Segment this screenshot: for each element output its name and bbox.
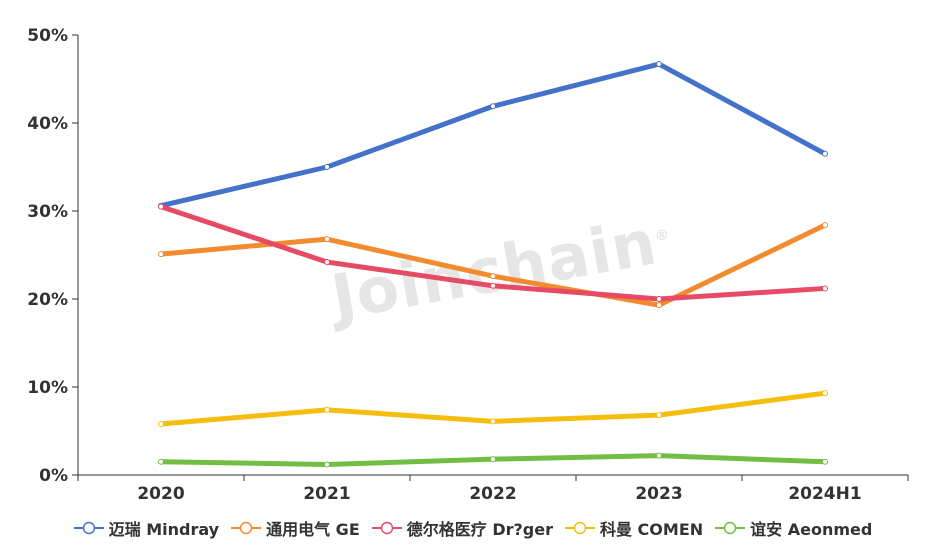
legend-line-circle-icon	[564, 521, 595, 535]
series-line[interactable]	[158, 452, 828, 468]
legend-label: 谊安 Aeonmed	[750, 520, 873, 539]
data-point[interactable]	[656, 452, 662, 459]
data-point[interactable]	[158, 420, 164, 427]
y-axis: 0% 10% 20% 30% 40% 50%	[27, 26, 79, 486]
legend-item[interactable]: 德尔格医疗 Dr?ger	[371, 516, 553, 540]
data-point[interactable]	[324, 236, 330, 243]
data-point[interactable]	[158, 203, 164, 210]
data-point[interactable]	[490, 418, 496, 425]
data-point[interactable]	[822, 458, 828, 465]
legend-item[interactable]: 通用电气 GE	[231, 516, 360, 540]
data-point[interactable]	[490, 282, 496, 289]
data-point[interactable]	[656, 296, 662, 302]
legend-line-circle-icon	[231, 521, 262, 535]
data-point[interactable]	[490, 273, 496, 280]
data-point[interactable]	[656, 61, 662, 68]
y-tick-label: 50%	[27, 26, 68, 46]
legend-label: 德尔格医疗 Dr?ger	[406, 520, 553, 539]
data-point[interactable]	[490, 456, 496, 463]
series-line[interactable]	[158, 61, 828, 209]
y-tick-label: 0%	[39, 466, 68, 486]
data-point[interactable]	[822, 390, 828, 397]
x-tick-label: 2022	[469, 484, 516, 504]
series-line[interactable]	[158, 203, 828, 302]
legend: 迈瑞 Mindray 通用电气 GE 德尔格医疗 Dr?ger 科曼 COMEN 谊安 …	[0, 513, 946, 543]
series-lines	[158, 61, 828, 468]
data-point[interactable]	[158, 458, 164, 465]
x-tick-label: 2024H1	[788, 484, 861, 504]
x-tick-label: 2021	[303, 484, 350, 504]
legend-item[interactable]: 迈瑞 Mindray	[73, 516, 220, 540]
data-point[interactable]	[324, 461, 330, 468]
legend-label: 迈瑞 Mindray	[108, 520, 220, 539]
x-tick-label: 2020	[137, 484, 184, 504]
legend-label: 通用电气 GE	[266, 520, 360, 539]
data-point[interactable]	[822, 150, 828, 157]
legend-item[interactable]: 科曼 COMEN	[564, 516, 704, 540]
legend-label: 科曼 COMEN	[599, 520, 704, 539]
legend-line-circle-icon	[715, 521, 746, 535]
y-tick-label: 10%	[27, 378, 68, 398]
x-tick-label: 2023	[635, 484, 682, 504]
data-point[interactable]	[324, 259, 330, 266]
legend-item[interactable]: 谊安 Aeonmed	[715, 516, 872, 540]
legend-line-circle-icon	[73, 521, 104, 535]
x-axis: 2020 2021 2022 2023 2024H1	[77, 474, 909, 504]
data-point[interactable]	[822, 285, 828, 292]
data-point[interactable]	[822, 222, 828, 229]
data-point[interactable]	[324, 164, 330, 170]
data-point[interactable]	[490, 103, 496, 110]
line-chart: 0% 10% 20% 30% 40% 50% 2020 2021 2022 2023 2024H1	[27, 26, 909, 504]
series-line[interactable]	[158, 390, 828, 427]
y-tick-label: 20%	[27, 290, 68, 310]
y-tick-label: 40%	[27, 114, 68, 134]
y-tick-label: 30%	[27, 202, 68, 222]
data-point[interactable]	[656, 412, 662, 419]
data-point[interactable]	[656, 302, 662, 309]
data-point[interactable]	[324, 406, 330, 413]
legend-line-circle-icon	[371, 521, 402, 535]
data-point[interactable]	[158, 251, 164, 258]
